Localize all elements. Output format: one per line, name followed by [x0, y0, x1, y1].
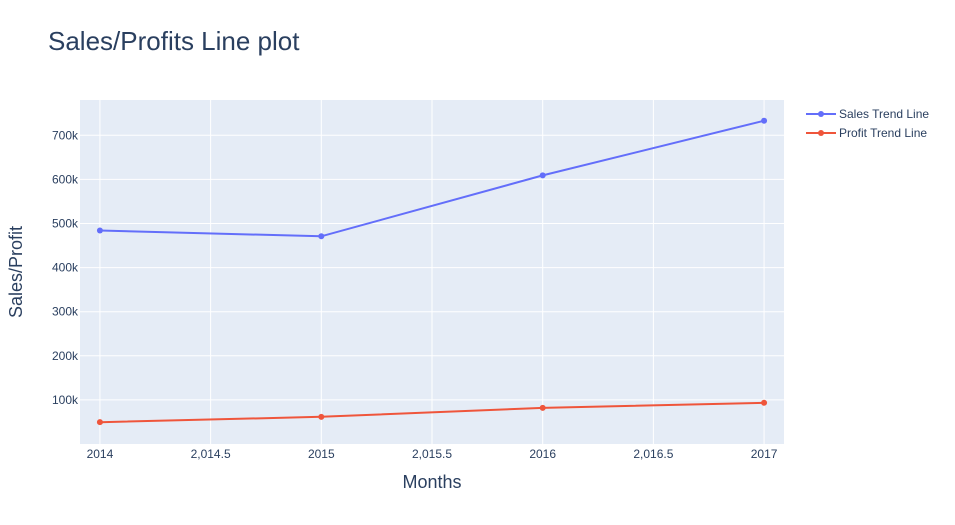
x-axis-ticks: 2014 2,014.5 2015 2,015.5 2016 2,016.5 2017	[87, 447, 778, 461]
y-tick-label: 400k	[52, 261, 79, 275]
series-1-point	[318, 413, 325, 420]
x-tick-label: 2017	[751, 447, 778, 461]
legend: Sales Trend Line Profit Trend Line	[806, 107, 929, 140]
y-tick-label: 500k	[52, 216, 79, 230]
x-tick-label: 2,014.5	[191, 447, 231, 461]
x-tick-label: 2,016.5	[633, 447, 673, 461]
x-tick-label: 2,015.5	[412, 447, 452, 461]
series-1-point	[96, 419, 103, 426]
grid-lines	[80, 100, 784, 444]
series-layer	[96, 117, 768, 426]
series-line-1	[99, 401, 765, 424]
series-line-0	[99, 119, 765, 238]
chart-title: Sales/Profits Line plot	[48, 26, 300, 56]
legend-swatch-marker	[818, 130, 824, 136]
x-axis-title: Months	[402, 472, 461, 492]
y-tick-label: 300k	[52, 305, 79, 319]
x-tick-label: 2014	[87, 447, 114, 461]
x-tick-label: 2016	[529, 447, 556, 461]
series-1-point	[539, 404, 546, 411]
y-axis-title: Sales/Profit	[6, 226, 26, 318]
y-tick-label: 100k	[52, 393, 79, 407]
series-0-point	[318, 233, 325, 240]
x-tick-label: 2015	[308, 447, 335, 461]
series-1-point	[761, 399, 768, 406]
series-0-point	[761, 117, 768, 124]
legend-swatch-marker	[818, 111, 824, 117]
y-tick-label: 600k	[52, 172, 79, 186]
legend-label: Sales Trend Line	[839, 107, 929, 121]
y-tick-label: 700k	[52, 128, 79, 142]
y-tick-label: 200k	[52, 349, 79, 363]
legend-label: Profit Trend Line	[839, 126, 927, 140]
y-axis-ticks: 100k 200k 300k 400k 500k 600k 700k	[52, 128, 79, 407]
series-0-point	[539, 172, 546, 179]
series-0-point	[96, 227, 103, 234]
